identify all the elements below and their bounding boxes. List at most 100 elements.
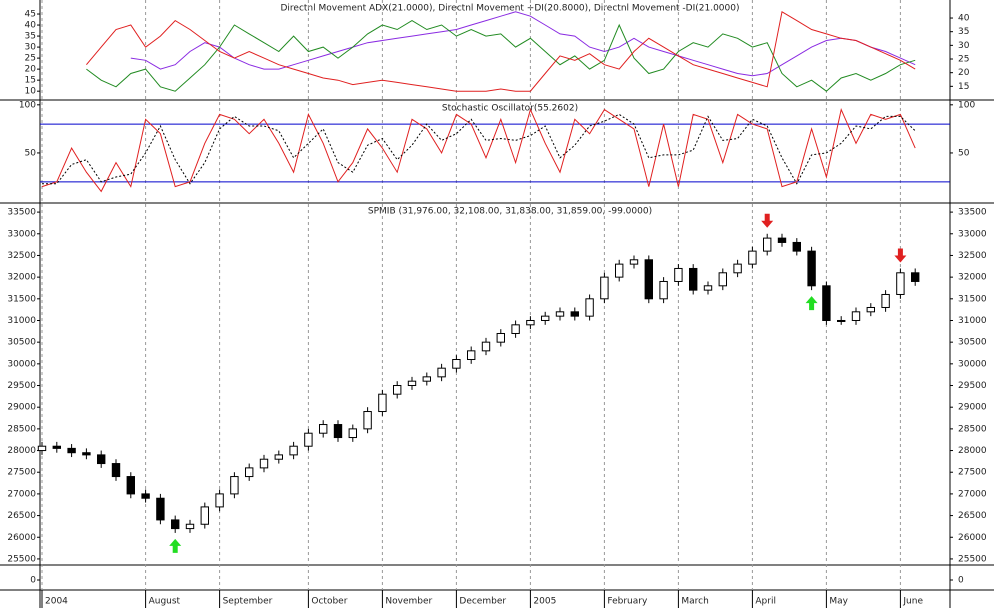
candle-body [171, 519, 180, 530]
candle-body [289, 445, 298, 456]
y-tick-label: 15 [25, 76, 36, 86]
y-tick-label: 45 [25, 10, 36, 20]
x-tick-label: March [681, 597, 708, 607]
y-tick-label: 50 [25, 148, 37, 158]
x-tick-label: August [149, 597, 181, 607]
x-tick-label: May [829, 597, 848, 607]
y-tick-label: 28000 [958, 446, 987, 456]
y-tick-label: 15 [958, 82, 969, 92]
buy-arrow [805, 296, 818, 311]
candle-body [792, 241, 801, 252]
candle-body [348, 428, 358, 439]
candle-body [407, 380, 417, 387]
y-tick-label: 25500 [7, 554, 36, 564]
candle-body [393, 385, 402, 395]
candle-body [644, 259, 653, 300]
y-tick-label: 25 [25, 54, 36, 64]
y-tick-label: 28500 [7, 424, 36, 434]
y-tick-label: 29500 [958, 381, 987, 391]
candle-body [481, 341, 491, 352]
y-tick-label: 30 [958, 41, 970, 51]
candle-body [363, 411, 372, 430]
candle-body [141, 493, 150, 499]
y-tick-label: 31500 [7, 294, 36, 304]
panel-title: SPMIB (31,976.00, 32,108.00, 31,838.00, … [368, 207, 652, 217]
x-tick-label: 2004 [45, 597, 68, 607]
y-tick-label: 35 [958, 27, 969, 37]
y-tick-label: 32500 [7, 251, 36, 261]
sell-arrow [894, 248, 907, 263]
y-tick-label: 30000 [958, 359, 987, 369]
candle-body [437, 367, 446, 378]
candle-body [777, 237, 787, 243]
candle-body [615, 263, 624, 278]
candle-body [807, 250, 816, 287]
candle-body [304, 432, 313, 447]
y-tick-label: 40 [958, 14, 970, 24]
y-tick-label: 30000 [7, 359, 36, 369]
y-tick-label: 31000 [958, 316, 987, 326]
candle-body [866, 306, 875, 313]
candle-body [82, 452, 91, 456]
x-tick-label: 2005 [533, 597, 556, 607]
y-tick-label: 26500 [7, 511, 36, 521]
candle-body [230, 476, 239, 495]
series-line [86, 11, 916, 92]
series-line [86, 20, 916, 92]
x-tick-label: December [459, 597, 506, 607]
series-line [41, 107, 916, 193]
y-tick-label: 32500 [958, 251, 987, 261]
candle-body [333, 424, 343, 439]
y-tick-label: 33500 [7, 208, 36, 218]
y-tick-label: 30 [25, 43, 37, 53]
y-tick-label: 31500 [958, 294, 987, 304]
candle-body [763, 237, 772, 252]
candle-body [378, 393, 387, 413]
panel-title: Directnl Movement ADX(21.0000), Directnl… [280, 4, 739, 14]
candle-body [703, 285, 713, 291]
y-tick-label: 10 [25, 87, 37, 97]
candle-body [585, 298, 594, 317]
y-tick-label: 26500 [958, 511, 987, 521]
candle-body [111, 463, 121, 478]
candle-body [126, 476, 135, 495]
y-tick-label: 27000 [7, 489, 36, 499]
candle-body [185, 523, 195, 530]
y-tick-label: 27000 [958, 489, 987, 499]
candle-body [452, 359, 461, 369]
candle-body [496, 332, 506, 343]
x-tick-label: April [755, 597, 776, 607]
candle-body [67, 447, 76, 454]
y-tick-label: 27500 [958, 468, 987, 478]
series-line [130, 11, 916, 77]
y-tick-label: 0 [958, 576, 964, 586]
y-tick-label: 100 [958, 100, 975, 110]
y-tick-label: 25500 [958, 554, 987, 564]
y-tick-label: 40 [25, 21, 37, 31]
x-tick-label: February [607, 597, 648, 607]
y-tick-label: 26000 [7, 533, 36, 543]
candle-body [541, 315, 550, 321]
candle-body [274, 454, 284, 460]
candle-body [851, 311, 861, 321]
y-tick-label: 50 [958, 148, 970, 158]
y-tick-label: 30500 [958, 338, 987, 348]
candle-body [215, 493, 224, 508]
candle-body [37, 445, 47, 452]
x-tick-label: September [223, 597, 273, 607]
y-tick-label: 29500 [7, 381, 36, 391]
candle-body [896, 272, 905, 295]
candle-body [511, 324, 520, 334]
candle-body [600, 276, 609, 300]
candle-body [570, 311, 579, 317]
y-tick-label: 32000 [7, 273, 36, 283]
candle-body [629, 259, 639, 265]
y-tick-label: 27500 [7, 468, 36, 478]
candle-body [718, 272, 727, 287]
sell-arrow [761, 213, 774, 228]
y-tick-label: 29000 [958, 403, 987, 413]
y-tick-label: 35 [25, 32, 36, 42]
x-tick-label: November [385, 597, 432, 607]
